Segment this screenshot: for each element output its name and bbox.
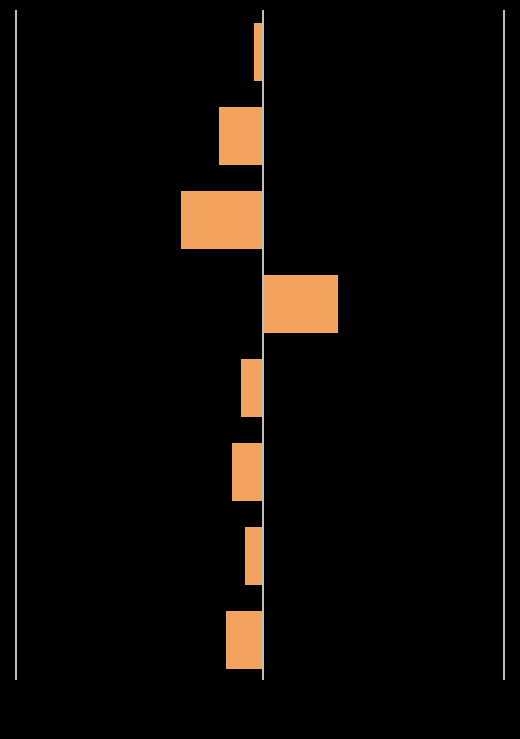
axis-right [503, 10, 505, 680]
bar-5 [232, 443, 262, 501]
diverging-bar-chart [0, 0, 520, 739]
bar-7 [226, 611, 262, 669]
axis-zero [262, 10, 264, 680]
bar-0 [254, 23, 262, 81]
bar-2 [181, 191, 262, 249]
axis-left [15, 10, 17, 680]
bar-3 [264, 275, 338, 333]
bar-1 [219, 107, 262, 165]
bar-6 [245, 527, 262, 585]
bar-4 [241, 359, 262, 417]
